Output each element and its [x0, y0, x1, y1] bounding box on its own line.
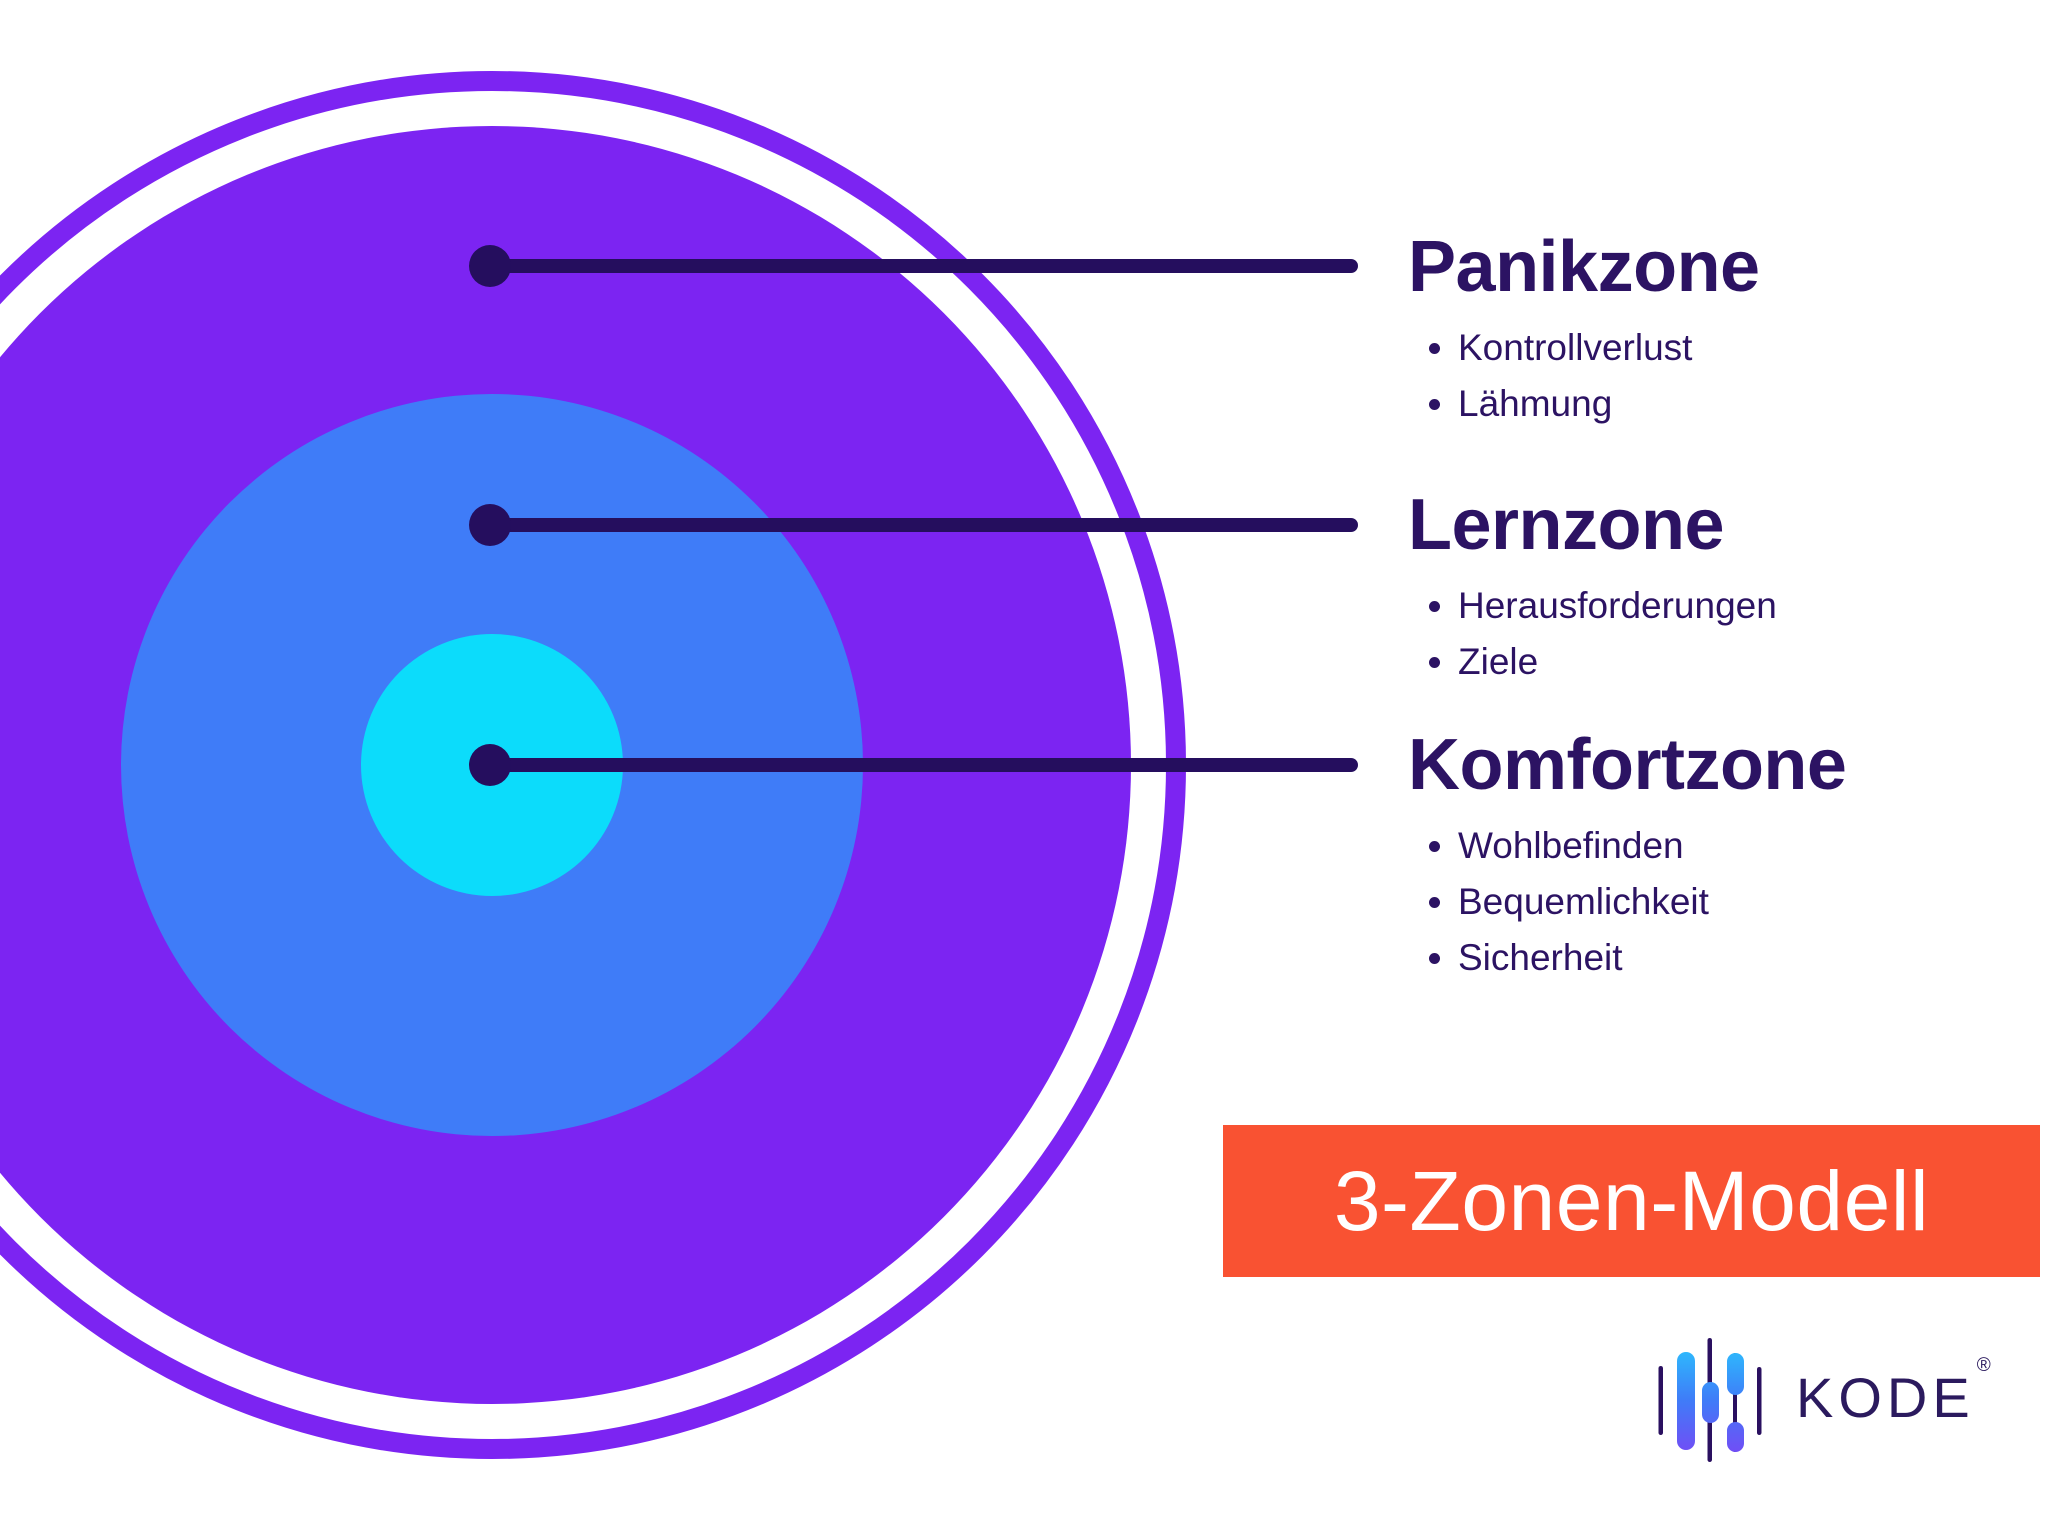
- title-banner: 3-Zonen-Modell: [1223, 1125, 2040, 1277]
- list-item: Lähmung: [1408, 376, 1760, 432]
- logo-slider-1-knob: [1702, 1382, 1719, 1423]
- list-item: Herausforderungen: [1408, 578, 1777, 634]
- comfort-zone-label: Komfortzone Wohlbefinden Bequemlichkeit …: [1408, 725, 1847, 986]
- logo-bar-5: [1757, 1367, 1762, 1435]
- logo-bar-1: [1658, 1366, 1663, 1435]
- registered-trademark-symbol: ®: [1976, 1355, 1991, 1376]
- panic-zone-bullet-list: Kontrollverlust Lähmung: [1408, 320, 1760, 432]
- learn-zone-connector: [469, 504, 1358, 546]
- panic-connector-dot: [469, 245, 511, 287]
- list-item: Kontrollverlust: [1408, 320, 1760, 376]
- comfort-connector-dot: [469, 744, 511, 786]
- learn-zone-title: Lernzone: [1408, 485, 1725, 565]
- panic-zone-connector: [469, 245, 1358, 287]
- list-item: Sicherheit: [1408, 930, 1846, 986]
- logo-bar-2: [1677, 1352, 1695, 1450]
- kode-logo: KODE ®: [1650, 1330, 1991, 1466]
- learn-zone-bullet-list: Herausforderungen Ziele: [1408, 578, 1777, 690]
- list-item: Wohlbefinden: [1408, 818, 1846, 874]
- list-item: Ziele: [1408, 634, 1777, 690]
- panic-zone-label: Panikzone Kontrollverlust Lähmung: [1408, 228, 1760, 432]
- list-item: Bequemlichkeit: [1408, 874, 1846, 930]
- kode-logo-icon: [1658, 1338, 1762, 1462]
- comfort-zone-connector: [469, 744, 1358, 786]
- kode-wordmark: KODE: [1796, 1366, 1975, 1429]
- comfort-zone-title: Komfortzone: [1408, 725, 1847, 805]
- panic-zone-title: Panikzone: [1408, 227, 1760, 307]
- banner-title: 3-Zonen-Modell: [1333, 1153, 1930, 1248]
- logo-slider-2-knob-bottom: [1727, 1422, 1744, 1452]
- learn-zone-label: Lernzone Herausforderungen Ziele: [1408, 486, 1777, 690]
- logo-slider-2-knob-top: [1727, 1353, 1744, 1395]
- learn-connector-dot: [469, 504, 511, 546]
- comfort-zone-bullet-list: Wohlbefinden Bequemlichkeit Sicherheit: [1408, 818, 1846, 986]
